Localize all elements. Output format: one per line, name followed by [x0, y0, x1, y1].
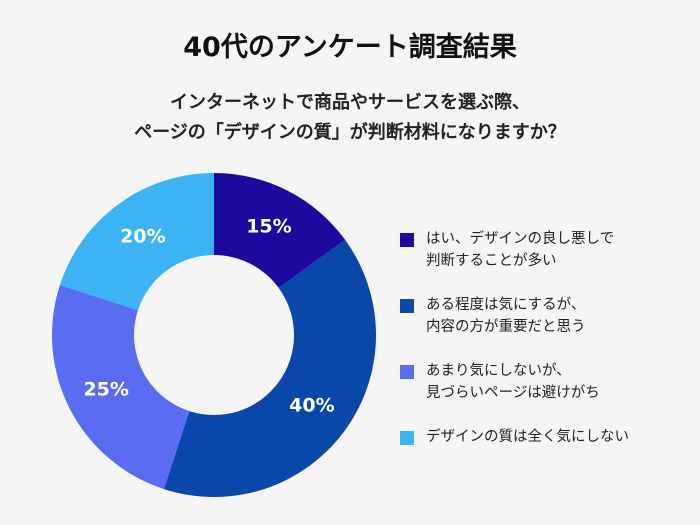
donut-segment: [214, 173, 346, 288]
chart-title: 40代のアンケート調査結果: [183, 31, 517, 63]
legend-item: デザインの質は全く気にしない: [400, 426, 690, 448]
legend-label: あまり気にしないが、 見づらいページは避けがち: [426, 363, 600, 401]
donut-segment: [163, 239, 377, 498]
legend-swatch: [400, 365, 414, 379]
legend-label: ある程度は気にするが、 内容の方が重要だと思う: [426, 297, 586, 335]
value-label: 15%: [246, 216, 291, 238]
legend-label: はい、デザインの良し悪しで 判断することが多い: [426, 231, 615, 269]
donut-segment: [51, 284, 190, 490]
legend-swatch: [400, 233, 414, 247]
legend-item: はい、デザインの良し悪しで 判断することが多い: [400, 228, 690, 272]
legend-swatch: [400, 431, 414, 445]
legend-item: ある程度は気にするが、 内容の方が重要だと思う: [400, 294, 690, 338]
value-label: 25%: [83, 378, 128, 400]
donut-segment: [59, 173, 214, 311]
subtitle: ページの「デザインの質」が判断材料になりますか？: [134, 121, 566, 143]
legend: はい、デザインの良し悪しで 判断することが多い ある程度は気にするが、 内容の方が…: [400, 228, 690, 470]
subtitle: インターネットで商品やサービスを選ぶ際、: [170, 91, 530, 113]
legend-swatch: [400, 299, 414, 313]
legend-item: あまり気にしないが、 見づらいページは避けがち: [400, 360, 690, 404]
value-label: 20%: [120, 226, 165, 248]
value-label: 40%: [289, 395, 334, 417]
legend-label: デザインの質は全く気にしない: [426, 429, 629, 445]
